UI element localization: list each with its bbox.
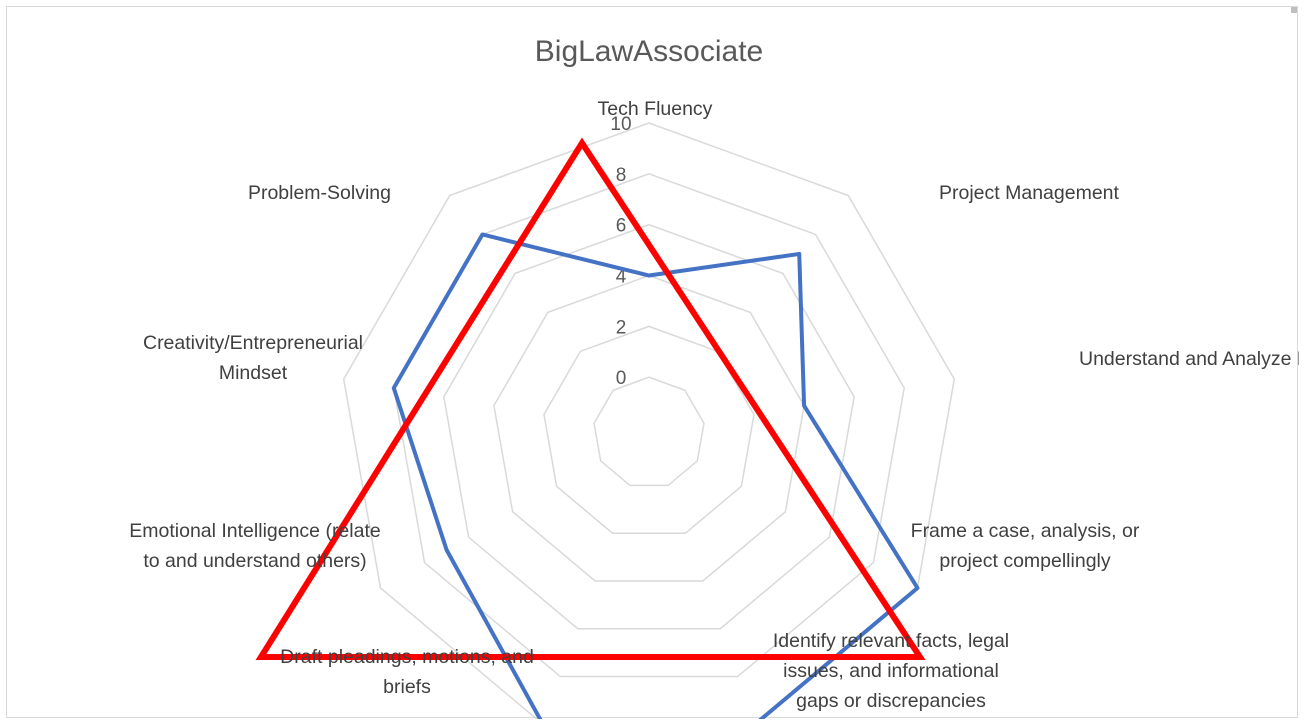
gridline-10 bbox=[342, 122, 956, 719]
chart-frame: BigLawAssociate 0 2 4 6 8 10 Tech Fluency Projec… bbox=[6, 6, 1299, 719]
tick-label-10: 10 bbox=[610, 114, 631, 135]
category-label-5: Draft pleadings, motions, and briefs bbox=[280, 646, 534, 698]
gridline-4 bbox=[493, 274, 805, 582]
tick-label-0: 0 bbox=[616, 368, 627, 389]
tick-label-2: 2 bbox=[616, 317, 627, 338]
category-label-0: Tech Fluency bbox=[598, 98, 713, 120]
gridline-0 bbox=[593, 376, 705, 487]
series-0-line bbox=[391, 232, 920, 719]
category-label-6: Emotional Intelligence (relate to and und… bbox=[129, 520, 380, 572]
category-label-2: Understand and Analyze Data bbox=[1079, 348, 1299, 370]
category-label-8: Problem-Solving bbox=[248, 182, 391, 204]
chart-title: BigLawAssociate bbox=[535, 35, 763, 68]
category-label-3: Frame a case, analysis, or project compel… bbox=[911, 520, 1140, 572]
category-label-4: Identify relevant facts, legal issues, an… bbox=[773, 630, 1009, 712]
category-label-1: Project Management bbox=[939, 182, 1120, 204]
frame-corner bbox=[1291, 7, 1297, 13]
gridline-6 bbox=[443, 223, 855, 630]
category-label-7: Creativity/Entrepreneurial Mindset bbox=[143, 332, 363, 384]
series-1-line bbox=[255, 137, 926, 660]
tick-label-8: 8 bbox=[616, 165, 627, 186]
tick-label-6: 6 bbox=[616, 216, 627, 237]
tick-label-4: 4 bbox=[616, 267, 627, 288]
gridline-2 bbox=[543, 325, 755, 534]
